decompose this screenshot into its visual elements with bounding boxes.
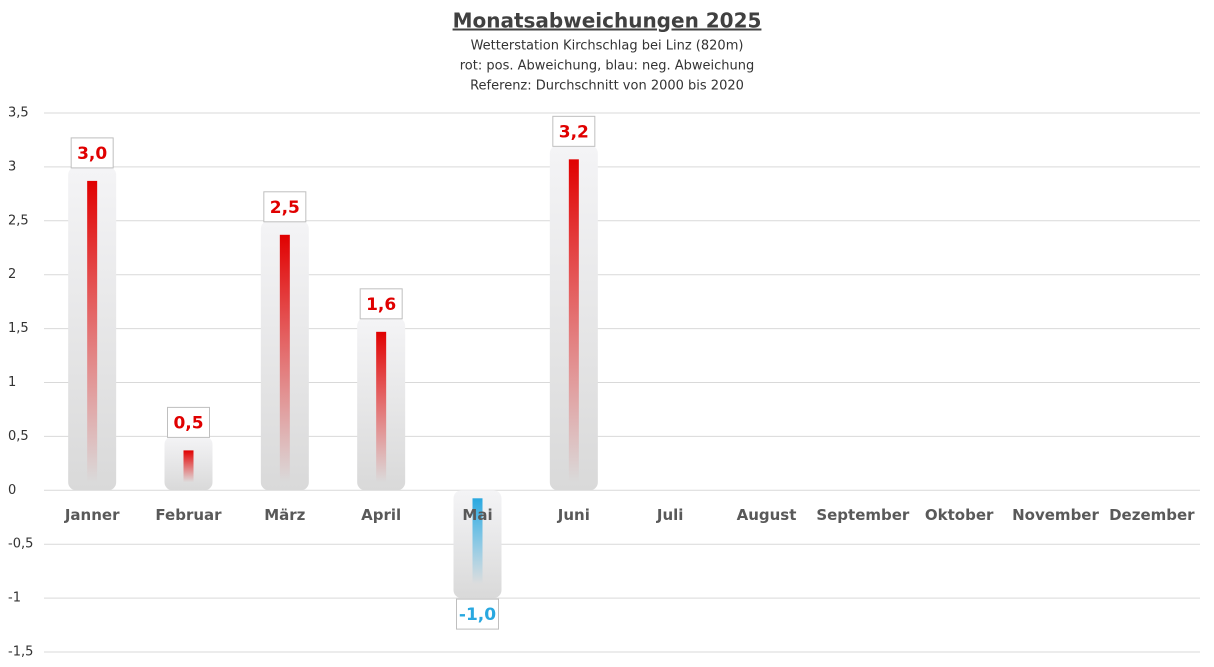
bar-core — [279, 234, 290, 483]
x-tick-label: Janner — [64, 506, 120, 524]
value-label-box — [70, 137, 114, 169]
y-tick-label: 2 — [8, 267, 16, 282]
bar-core — [183, 450, 194, 483]
y-tick-label: 3,5 — [8, 106, 29, 121]
y-tick-label: -1,5 — [8, 645, 33, 660]
bar-core — [472, 498, 483, 585]
x-tick-label: Mai — [462, 506, 492, 524]
x-tick-label: November — [1012, 506, 1099, 524]
y-tick-label: 2,5 — [8, 213, 29, 228]
y-tick-label: 0 — [8, 483, 16, 498]
y-tick-label: -1 — [8, 591, 21, 606]
value-label: 0,5 — [173, 413, 203, 433]
value-label-box — [552, 115, 596, 147]
y-tick-label: 1 — [8, 375, 16, 390]
x-tick-label: September — [816, 506, 910, 524]
x-tick-label: März — [264, 506, 305, 524]
bar-core — [376, 331, 387, 483]
subtitle: rot: pos. Abweichung, blau: neg. Abweich… — [460, 59, 754, 74]
bar-core — [87, 180, 98, 483]
value-label-box — [263, 191, 307, 223]
x-tick-label: Juli — [656, 506, 684, 524]
value-label-box — [167, 406, 210, 438]
value-label-box — [359, 288, 403, 320]
x-tick-label: Oktober — [925, 506, 994, 524]
subtitle: Referenz: Durchschnitt von 2000 bis 2020 — [470, 79, 744, 94]
bar-core — [568, 159, 579, 483]
x-tick-label: Juni — [557, 506, 590, 524]
y-tick-label: 0,5 — [8, 429, 29, 444]
value-label: 3,0 — [77, 144, 107, 164]
x-tick-label: August — [737, 506, 797, 524]
subtitle: Wetterstation Kirchschlag bei Linz (820m… — [471, 39, 744, 54]
value-label: 1,6 — [366, 295, 396, 315]
x-tick-label: April — [361, 506, 401, 524]
y-tick-label: -0,5 — [8, 537, 33, 552]
value-label-box — [456, 598, 499, 630]
value-label: 3,2 — [559, 122, 589, 142]
value-label: -1,0 — [459, 605, 496, 625]
value-label: 2,5 — [270, 198, 300, 218]
y-tick-label: 1,5 — [8, 321, 29, 336]
x-tick-label: Februar — [155, 506, 222, 524]
y-tick-label: 3 — [8, 159, 16, 174]
chart-title: Monatsabweichungen 2025 — [453, 9, 762, 33]
x-tick-label: Dezember — [1109, 506, 1195, 524]
